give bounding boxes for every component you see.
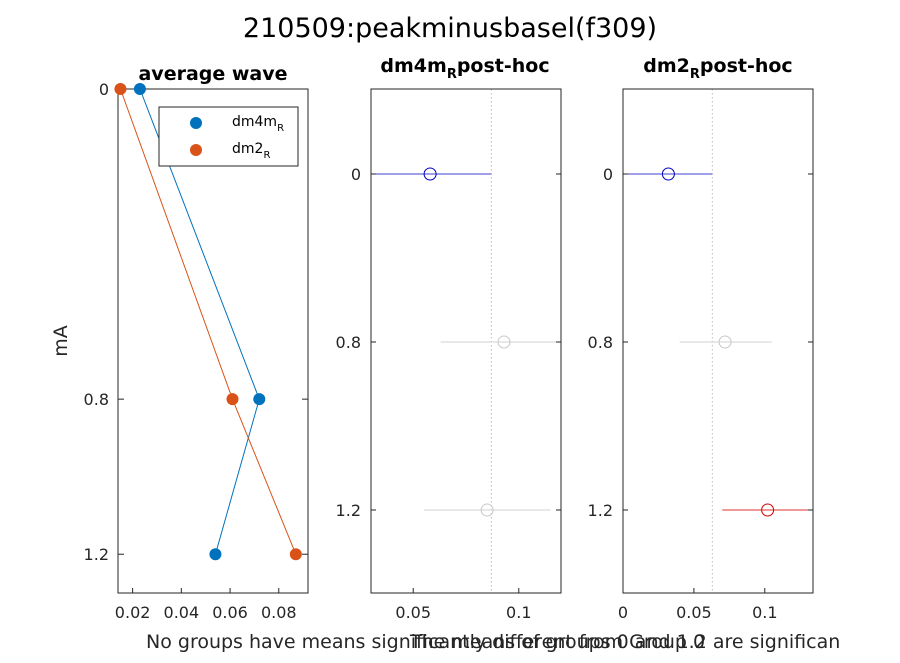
dm2-posthoc-x-tick-label: 0.1 [752,603,777,622]
legend-label-dm4m-sub: R [277,123,284,134]
x-tick-label: 0.06 [212,603,248,622]
x-tick-label: 0.04 [164,603,200,622]
footer-message-left: No groups have means significantly diffe… [146,631,705,653]
dm4m-posthoc-y-tick-label: 1.2 [336,501,361,520]
dm2-posthoc-x-tick-label: 0.05 [676,603,712,622]
legend-marker-dm2 [190,144,202,156]
y-tick-label: 0.8 [84,390,109,409]
y-tick-label: 1.2 [84,545,109,564]
legend-label-dm2-name: dm2 [232,141,263,157]
legend-label-dm2: dm2R [232,141,270,161]
dm4m-posthoc-mean-marker-1.2 [480,503,494,517]
plot-box-average-wave [117,88,309,594]
dm2-posthoc-title: dm2Rpost-hoc [643,55,792,82]
x-tick-label: 0.08 [261,603,297,622]
legend-label-dm4m: dm4mR [232,114,284,134]
legend-box [158,106,299,167]
dm4m-posthoc-mean-marker-0.8 [497,335,511,349]
legend-label-dm4m-name: dm4m [232,114,277,130]
legend: dm4mR dm2R [158,106,299,167]
dm2-posthoc-title-main: dm2 [643,55,690,77]
dm2-posthoc-y-tick-label: 1.2 [588,501,613,520]
y-axis-label: mA [50,325,72,357]
average-wave-title: average wave [138,63,287,85]
dm4m-posthoc-title-main: dm4m [380,55,446,77]
data-point-dm2 [289,548,302,561]
dm4m-posthoc-x-tick-label: 0.05 [395,603,431,622]
legend-label-dm2-sub: R [263,150,270,161]
dm2-posthoc-mean-marker-1.2 [761,503,775,517]
dm4m-posthoc-title: dm4mRpost-hoc [380,55,549,82]
dm4m-posthoc-x-tick-label: 0.1 [506,603,531,622]
dm4m-posthoc-title-suffix: post-hoc [457,55,550,77]
figure-title: 210509:peakminusbasel(f309) [243,13,657,44]
dm2-posthoc-plot-box [622,88,814,594]
y-tick-label: 0 [99,80,109,99]
dm2-posthoc-y-tick-label: 0 [603,165,613,184]
dm2-posthoc-x-tick-label: 0 [618,603,628,622]
dm2-posthoc-title-suffix: post-hoc [700,55,793,77]
data-point-dm2 [226,393,239,406]
dm4m-posthoc-y-tick-label: 0.8 [336,333,361,352]
dm2-posthoc-panel: dm2Rpost-hoc 0 0.8 1.2 0 0.05 0.1 [588,55,814,622]
legend-marker-dm4m [190,117,202,129]
footer-message-right: The means of groups 0 and 1.2 are signif… [409,631,840,653]
x-tick-label: 0.02 [115,603,151,622]
average-wave-panel: average wave mA 00.81.20.02 0.04 0.06 0.08 … [50,63,309,622]
data-point-dm4m [133,83,146,95]
dm2-posthoc-mean-marker-0 [661,167,675,181]
data-point-dm4m [209,548,222,561]
dm2-posthoc-y-tick-label: 0.8 [588,333,613,352]
dm4m-posthoc-mean-marker-0 [423,167,437,181]
dm4m-posthoc-title-sub: R [447,67,457,82]
dm4m-posthoc-y-tick-label: 0 [351,165,361,184]
dm4m-posthoc-panel: dm4mRpost-hoc 0 0.8 1.2 0.05 0.1 [336,55,562,622]
data-point-dm4m [253,393,266,406]
data-point-dm2 [114,83,127,95]
dm2-posthoc-mean-marker-0.8 [718,335,732,349]
dm4m-posthoc-plot-box [370,88,562,594]
dm2-posthoc-title-sub: R [690,67,700,82]
